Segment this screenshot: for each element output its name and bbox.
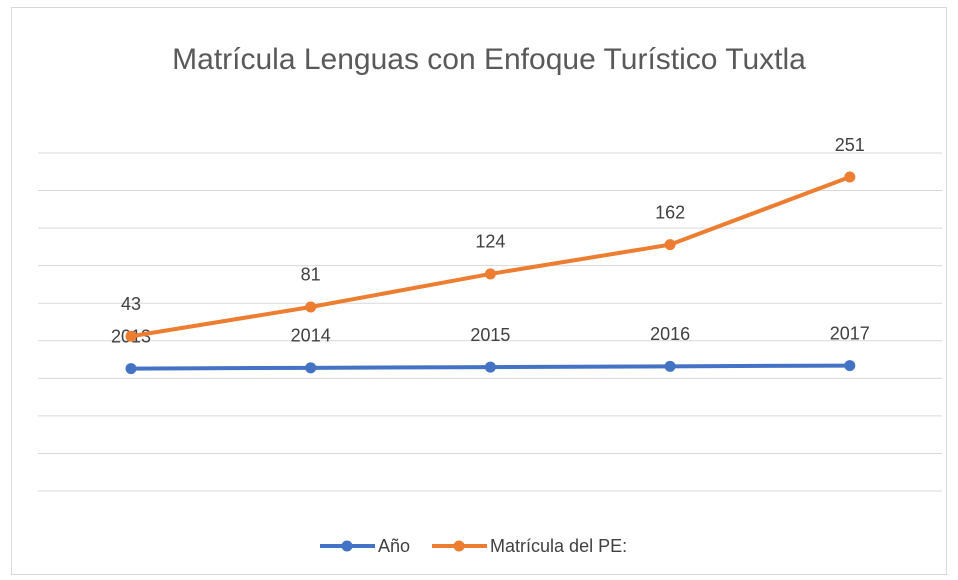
legend-marker [341,540,353,552]
point [664,360,676,372]
point [664,239,676,251]
point [484,268,496,280]
data-label: 2014 [291,326,331,346]
point [305,301,317,313]
grid [38,152,942,492]
legend-marker [453,540,465,552]
point [305,362,317,374]
data-label: 162 [655,202,685,222]
data-label: 251 [835,135,865,155]
data-label: 2017 [830,323,870,343]
data-label: 2015 [470,325,510,345]
legend-label: Año [378,536,410,556]
point [844,171,856,183]
data-label: 81 [301,265,321,285]
data-label: 2016 [650,324,690,344]
chart-title: Matrícula Lenguas con Enfoque Turístico … [172,43,806,76]
point [844,360,856,372]
data-label: 124 [475,232,505,252]
marks: 201320142015201620174381124162251 [111,135,870,375]
chart-border [11,7,947,575]
data-label: 43 [121,294,141,314]
point [125,363,137,375]
point [484,361,496,373]
legend-label: Matrícula del PE: [490,536,627,556]
point [125,330,137,342]
